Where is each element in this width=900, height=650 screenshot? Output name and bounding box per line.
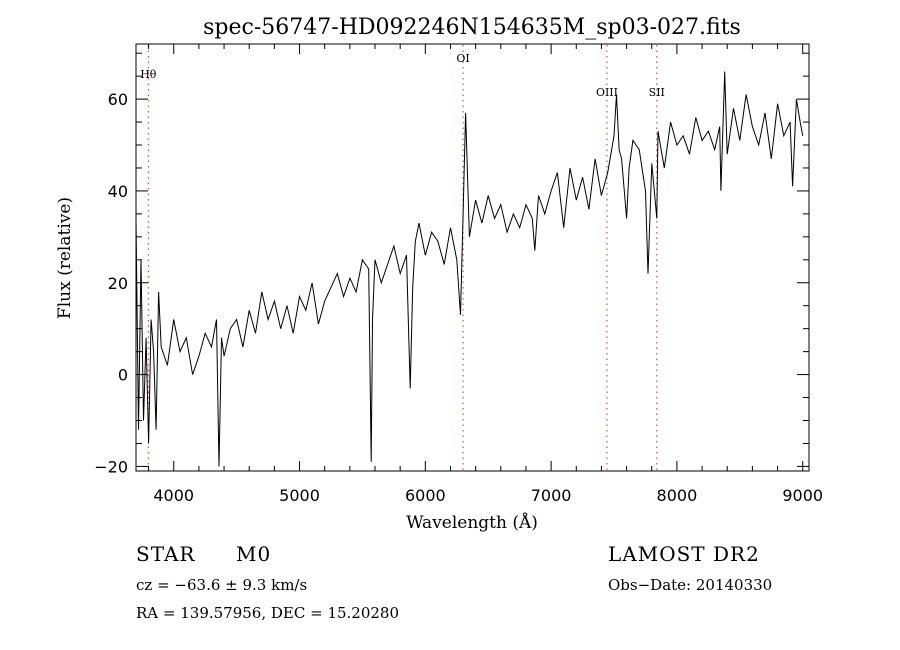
x-tick-label: 4000 bbox=[153, 486, 194, 505]
coords-label: RA = 139.57956, DEC = 15.20280 bbox=[136, 604, 400, 622]
line-marker-label-3: SII bbox=[649, 86, 665, 99]
x-tick-label: 9000 bbox=[782, 486, 823, 505]
series-group bbox=[135, 71, 804, 467]
y-tick-label: −20 bbox=[94, 457, 128, 476]
obs-date-label: Obs−Date: 20140330 bbox=[608, 576, 773, 594]
x-axis-label: Wavelength (Å) bbox=[406, 512, 538, 533]
x-tick-label: 7000 bbox=[531, 486, 572, 505]
line-marker-label-0: Hθ bbox=[140, 68, 157, 81]
spectrum-series-0 bbox=[135, 71, 804, 467]
survey-label: LAMOST DR2 bbox=[608, 542, 760, 566]
x-tick-label: 5000 bbox=[279, 486, 320, 505]
class-label: STAR bbox=[136, 542, 196, 566]
y-tick-label: 40 bbox=[108, 182, 128, 201]
line-markers: Hθ OI OIII SII bbox=[140, 45, 665, 470]
x-tick-label: 8000 bbox=[657, 486, 698, 505]
y-tick-label: 20 bbox=[108, 274, 128, 293]
tick-labels: 4000 5000 6000 7000 8000 9000 −20 0 20 40 60 bbox=[94, 90, 823, 505]
line-marker-label-2: OIII bbox=[596, 86, 618, 99]
cz-label: cz = −63.6 ± 9.3 km/s bbox=[136, 576, 308, 594]
subclass-label: M0 bbox=[236, 542, 272, 566]
plot-frame bbox=[135, 43, 810, 472]
chart-title: spec-56747-HD092246N154635M_sp03-027.fit… bbox=[203, 15, 741, 40]
y-tick-label: 0 bbox=[118, 366, 128, 385]
y-axis-label: Flux (relative) bbox=[55, 197, 75, 319]
y-tick-label: 60 bbox=[108, 90, 128, 109]
line-marker-label-1: OI bbox=[456, 52, 469, 65]
axis-ticks bbox=[136, 44, 809, 471]
x-tick-label: 6000 bbox=[405, 486, 446, 505]
